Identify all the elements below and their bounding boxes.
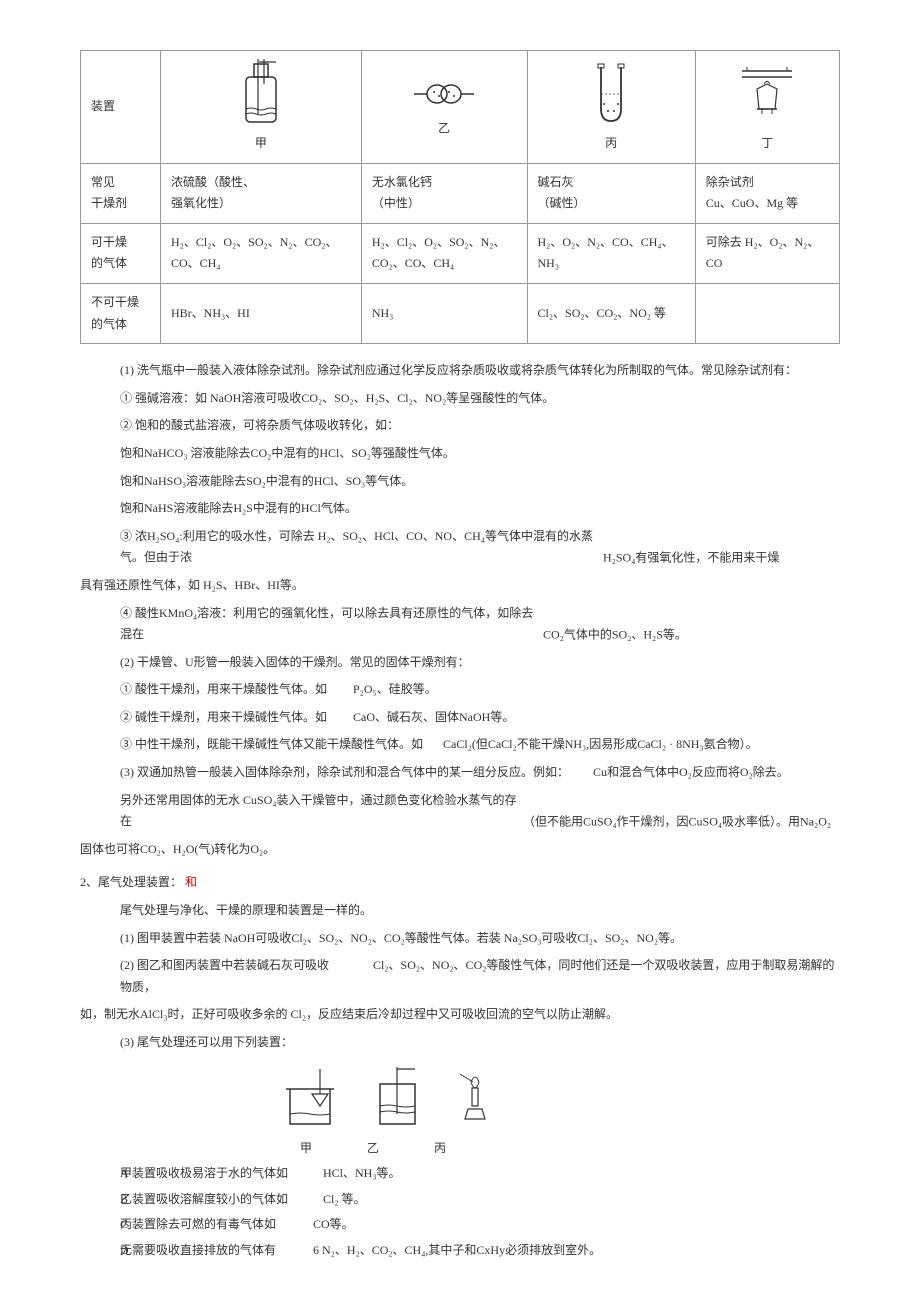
table-row-cannot-dry: 不可干燥的气体 HBr、NH₃、HI NH₃ Cl₂、SO₂、CO₂、NO₂ 等 xyxy=(81,283,840,343)
tail-gas-diagrams xyxy=(80,1064,840,1134)
u-tube-icon xyxy=(586,59,636,129)
para-10: ① 酸性干燥剂，用来干燥酸性气体。如 P₂O₅、硅胶等。 xyxy=(80,679,840,701)
para-14c: 固体也可将CO₂、H₂O(气)转化为O₂。 xyxy=(80,839,840,861)
para-13: (3) 双通加热管一般装入固体除杂剂，除杂试剂和混合气体中的某一组分反应。例如：… xyxy=(80,762,840,784)
para-5: 饱和NaHSO₃溶液能除去SO₂中混有的HCl、SO₃等气体。 xyxy=(80,471,840,493)
apparatus-table: 装置 甲 乙 xyxy=(80,50,840,344)
para-8: ④ 酸性KMnO₄溶液：利用它的强氧化性，可以除去具有还原性的气体，如除去混在 … xyxy=(80,603,840,646)
device-ding: 丁 xyxy=(695,51,839,164)
flask-funnel-icon xyxy=(280,1064,340,1134)
list-item-d: D 无需要吸收直接排放的气体有 6 N₂、H₂、CO₂、CH₄,其中子和CxHy… xyxy=(80,1240,840,1262)
para-14: 另外还常用固体的无水 CuSO₄装入干燥管中，通过颜色变化检验水蒸气的存在 （但… xyxy=(80,790,840,833)
para-18: (3) 尾气处理还可以用下列装置： xyxy=(80,1032,840,1054)
table-row-dryer: 常见干燥剂 浓硫酸（酸性、强氧化性） 无水氯化钙（中性） 碱石灰（碱性） 除杂试… xyxy=(81,163,840,223)
diagram-labels: 甲 乙 丙 xyxy=(80,1138,840,1160)
wash-bottle-icon xyxy=(236,59,286,129)
para-12: ③ 中性干燥剂，既能干燥碱性气体又能干燥酸性气体。如 CaCl₂(但CaCl₂不… xyxy=(80,734,840,756)
para-6: 饱和NaHS溶液能除去H₂S中混有的HCl气体。 xyxy=(80,498,840,520)
row-device-label: 装置 xyxy=(81,51,161,164)
list-item-c: C 丙装置除去可燃的有毒气体如 CO等。 xyxy=(80,1214,840,1236)
para-7: ③ 浓H₂SO₄:利用它的吸水性，可除去 H₂、SO₂、HCl、CO、NO、CH… xyxy=(80,526,840,569)
para-1: (1) 洗气瓶中一般装入液体除杂试剂。除杂试剂应通过化学反应将杂质吸收或将杂质气… xyxy=(80,360,840,382)
device-jia: 甲 xyxy=(161,51,362,164)
para-16: (1) 图甲装置中若装 NaOH可吸收Cl₂、SO₂、NO₂、CO₂等酸性气体。… xyxy=(80,928,840,950)
para-4: 饱和NaHCO₃ 溶液能除去CO₂中混有的HCl、SO₂等强酸性气体。 xyxy=(80,443,840,465)
para-3: ② 饱和的酸式盐溶液，可将杂质气体吸收转化，如： xyxy=(80,415,840,437)
heating-tube-icon xyxy=(737,59,797,129)
device-yi: 乙 xyxy=(361,51,527,164)
section-2-title: 2、尾气处理装置： 和 xyxy=(80,872,840,894)
burner-icon xyxy=(455,1064,495,1134)
para-15: 尾气处理与净化、干燥的原理和装置是一样的。 xyxy=(80,900,840,922)
list-item-a: A 甲装置吸收极易溶于水的气体如 HCl、NH₃等。 xyxy=(80,1163,840,1185)
beaker-tube-icon xyxy=(370,1064,425,1134)
device-bing: 丙 xyxy=(527,51,695,164)
table-row-can-dry: 可干燥的气体 H₂、Cl₂、O₂、SO₂、N₂、CO₂、CO、CH₄ H₂、Cl… xyxy=(81,223,840,283)
para-9: (2) 干燥管、U形管一般装入固体的干燥剂。常见的固体干燥剂有： xyxy=(80,652,840,674)
para-11: ② 碱性干燥剂，用来干燥碱性气体。如 CaO、碱石灰、固体NaOH等。 xyxy=(80,707,840,729)
list-item-b: B 乙装置吸收溶解度较小的气体如 Cl₂ 等。 xyxy=(80,1189,840,1211)
para-2: ① 强碱溶液：如 NaOH溶液可吸收CO₂、SO₂、H₂S、Cl₂、NO₂等呈强… xyxy=(80,388,840,410)
drying-tube-icon xyxy=(409,74,479,114)
para-17: (2) 图乙和图丙装置中若装碱石灰可吸收 Cl₂、SO₂、NO₂、CO₂等酸性气… xyxy=(80,955,840,998)
para-7c: 具有强还原性气体，如 H₂S、HBr、HI等。 xyxy=(80,575,840,597)
para-17c: 如，制无水AlCl₃时，正好可吸收多余的 Cl₂，反应结束后冷却过程中又可吸收回… xyxy=(80,1004,840,1026)
